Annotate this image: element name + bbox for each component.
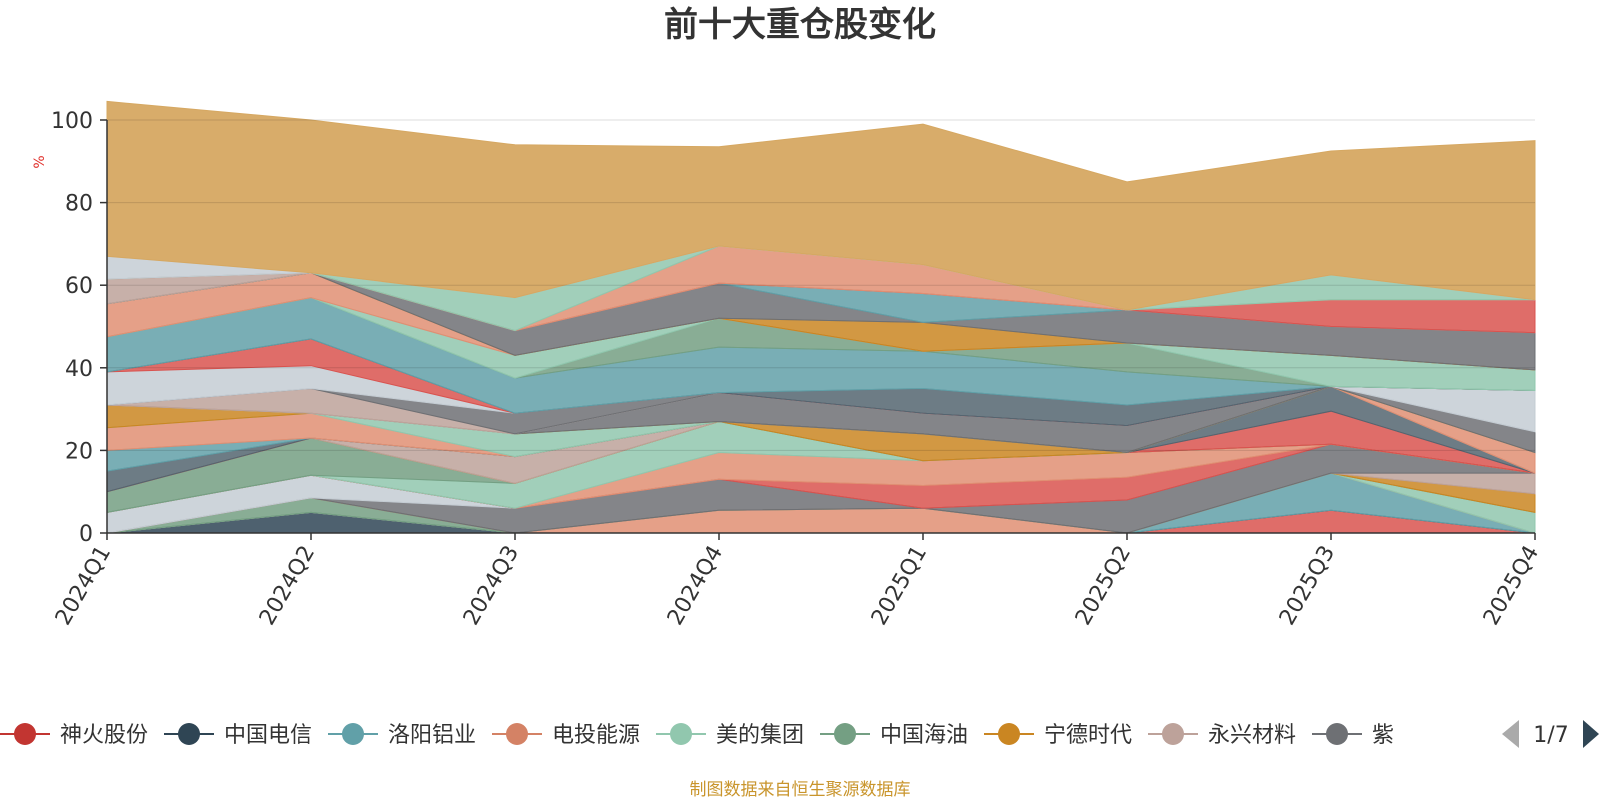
legend-item-8[interactable]: 紫 <box>1312 723 1394 748</box>
legend-label-5: 中国海油 <box>880 723 968 748</box>
y-tick-label-2: 40 <box>65 357 93 382</box>
legend-label-3: 电投能源 <box>552 723 640 748</box>
y-tick-label-1: 20 <box>65 439 93 464</box>
y-tick-label-5: 100 <box>51 109 93 134</box>
x-tick-label-5: 2025Q2 <box>1071 542 1136 630</box>
x-tick-label-0: 2024Q1 <box>51 542 116 630</box>
legend-marker-1 <box>178 723 200 745</box>
source-footer: 制图数据来自恒生聚源数据库 <box>690 780 911 800</box>
x-tick-label-6: 2025Q3 <box>1275 542 1340 630</box>
legend-marker-8 <box>1326 723 1348 745</box>
x-tick-label-3: 2024Q4 <box>663 542 728 630</box>
legend-item-7[interactable]: 永兴材料 <box>1148 723 1296 748</box>
legend-item-2[interactable]: 洛阳铝业 <box>328 723 476 748</box>
y-tick-label-3: 60 <box>65 274 93 299</box>
legend-item-4[interactable]: 美的集团 <box>656 723 804 748</box>
legend-label-4: 美的集团 <box>716 723 804 748</box>
legend-item-6[interactable]: 宁德时代 <box>984 723 1132 748</box>
legend: 神火股份 中国电信 洛阳铝业 电投能源 美的集团 中国海油 宁德时代 永兴材料 紫 1/7 <box>0 720 1599 748</box>
area-series-42 <box>106 100 1536 311</box>
legend-item-3[interactable]: 电投能源 <box>492 723 640 748</box>
x-tick-label-2: 2024Q3 <box>459 542 524 630</box>
legend-marker-0 <box>14 723 36 745</box>
legend-page-indicator: 1/7 <box>1533 723 1568 748</box>
y-axis-unit: % <box>32 155 48 168</box>
x-tick-label-4: 2025Q1 <box>867 542 932 630</box>
legend-marker-2 <box>342 723 364 745</box>
legend-item-0[interactable]: 神火股份 <box>0 723 148 748</box>
grid-lines <box>107 119 1535 451</box>
legend-item-1[interactable]: 中国电信 <box>164 723 312 748</box>
legend-label-2: 洛阳铝业 <box>388 723 476 748</box>
x-tick-label-7: 2025Q4 <box>1479 542 1544 630</box>
y-tick-label-0: 0 <box>79 522 93 547</box>
x-tick-label-1: 2024Q2 <box>255 542 320 630</box>
legend-label-8: 紫 <box>1372 723 1394 748</box>
legend-label-0: 神火股份 <box>60 723 148 748</box>
area-series-group <box>106 100 1536 534</box>
legend-marker-3 <box>506 723 528 745</box>
legend-label-7: 永兴材料 <box>1208 723 1296 748</box>
y-tick-label-4: 80 <box>65 192 93 217</box>
legend-next-icon[interactable] <box>1583 720 1599 748</box>
legend-prev-icon[interactable] <box>1502 720 1519 748</box>
legend-marker-4 <box>670 723 692 745</box>
legend-marker-5 <box>834 723 856 745</box>
legend-marker-6 <box>998 723 1020 745</box>
legend-marker-7 <box>1162 723 1184 745</box>
legend-label-1: 中国电信 <box>224 723 312 748</box>
legend-item-5[interactable]: 中国海油 <box>820 723 968 748</box>
chart-title: 前十大重仓股变化 <box>664 5 936 45</box>
legend-label-6: 宁德时代 <box>1044 723 1132 748</box>
